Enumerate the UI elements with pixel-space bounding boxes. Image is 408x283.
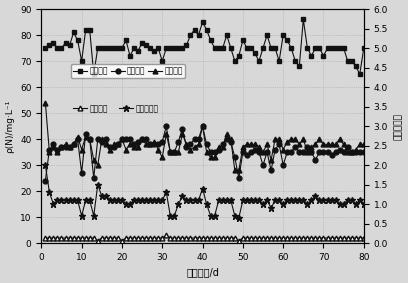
出水亚氮: [236, 169, 241, 172]
Y-axis label: ρ(N)/mg·L⁻¹: ρ(N)/mg·L⁻¹: [6, 100, 15, 153]
Line: 出水亚氮: 出水亚氮: [43, 100, 366, 173]
出水础氮: [95, 239, 100, 242]
出水氨氮: [329, 153, 334, 156]
Line: 亚氮：氨氮: 亚氮：氨氮: [42, 162, 367, 221]
亚氮：氨氮: [240, 199, 245, 202]
进水氨氮: [91, 72, 96, 76]
出水亚氮: [233, 169, 237, 172]
出水亚氮: [184, 143, 189, 146]
出水亚氮: [240, 145, 245, 149]
亚氮：氨氮: [43, 163, 48, 167]
出水氨氮: [253, 148, 257, 151]
出水亚氮: [43, 101, 48, 104]
出水氨氮: [240, 151, 245, 154]
出水础氮: [333, 236, 338, 240]
进水氨氮: [265, 33, 270, 37]
Line: 出水础氮: 出水础氮: [43, 233, 366, 243]
出水氨氮: [361, 151, 366, 154]
亚氮：氨氮: [361, 202, 366, 206]
出水础氮: [244, 236, 249, 240]
出水础氮: [192, 236, 197, 240]
出水亚氮: [253, 143, 257, 146]
出水亚氮: [265, 143, 270, 146]
亚氮：氨氮: [329, 199, 334, 202]
亚氮：氨氮: [253, 199, 257, 202]
出水础氮: [43, 236, 48, 240]
Y-axis label: 亚氮：氨氮: 亚氮：氨氮: [393, 113, 402, 140]
出水氨氮: [265, 151, 270, 154]
出水氨氮: [188, 143, 193, 146]
出水础氮: [268, 236, 273, 240]
出水础氮: [257, 236, 262, 240]
Legend: 出水础氮, 亚氮：氨氮: 出水础氮, 亚氮：氨氮: [71, 102, 161, 115]
亚氮：氨氮: [265, 199, 270, 202]
进水氨氮: [240, 38, 245, 42]
Line: 进水氨氮: 进水氨氮: [43, 17, 366, 76]
出水础氮: [240, 236, 245, 240]
出水氨氮: [164, 125, 169, 128]
Line: 出水氨氮: 出水氨氮: [43, 124, 366, 183]
进水氨氮: [188, 33, 193, 37]
出水亚氮: [361, 143, 366, 146]
出水亚氮: [329, 143, 334, 146]
X-axis label: 运行时间/d: 运行时间/d: [186, 267, 219, 277]
亚氮：氨氮: [184, 199, 189, 202]
出水础氮: [361, 236, 366, 240]
出水氨氮: [43, 179, 48, 183]
进水氨氮: [361, 46, 366, 50]
进水氨氮: [253, 52, 257, 55]
进水氨氮: [301, 18, 306, 21]
亚氮：氨氮: [233, 214, 237, 218]
出水氨氮: [236, 176, 241, 180]
出水础氮: [164, 234, 169, 237]
进水氨氮: [236, 54, 241, 57]
进水氨氮: [43, 46, 48, 50]
进水氨氮: [333, 46, 338, 50]
亚氮：氨氮: [236, 216, 241, 220]
